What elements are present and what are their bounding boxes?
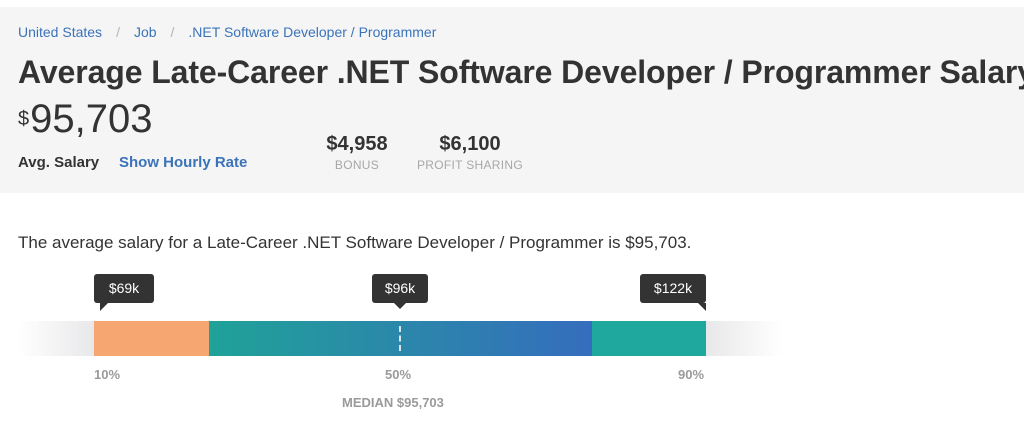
breadcrumb-job[interactable]: Job [133,24,157,40]
median-tooltip: $96k [372,274,428,309]
salary-range-low-segment [94,321,209,356]
breadcrumb: United States / Job / .NET Software Deve… [18,24,436,40]
p10-label: 10% [94,367,121,382]
breadcrumb-united-states[interactable]: United States [18,24,103,40]
show-hourly-rate-link[interactable]: Show Hourly Rate [119,154,248,171]
profit-sharing-value: $6,100 [439,133,501,155]
bonus-label: BONUS [334,158,380,172]
p90-tooltip: $122k [640,274,706,311]
bonus-value: $4,958 [326,133,388,155]
profit-sharing-stat: $6,100 PROFIT SHARING [412,133,528,172]
bonus-stat: $4,958 BONUS [322,133,392,172]
salary-range-high-segment [592,321,706,356]
breadcrumb-job-title[interactable]: .NET Software Developer / Programmer [188,24,437,40]
breadcrumb-separator: / [170,24,175,40]
p50-label: 50% [385,367,412,382]
salary-header: United States / Job / .NET Software Deve… [0,7,1024,193]
avg-salary-label: Avg. Salary [18,154,100,171]
salary-amount: 95,703 [30,97,153,141]
profit-sharing-label: PROFIT SHARING [417,158,523,172]
salary-description: The average salary for a Late-Career .NE… [18,233,692,252]
page-title: Average Late-Career .NET Software Develo… [18,54,1024,90]
p10-tooltip: $69k [94,274,154,311]
median-marker [399,326,401,351]
currency-symbol: $ [18,108,30,130]
average-salary: $ 95,703 [18,97,152,142]
median-salary-label: MEDIAN $95,703 [342,395,444,410]
breadcrumb-separator: / [116,24,120,40]
p90-label: 90% [678,367,705,382]
